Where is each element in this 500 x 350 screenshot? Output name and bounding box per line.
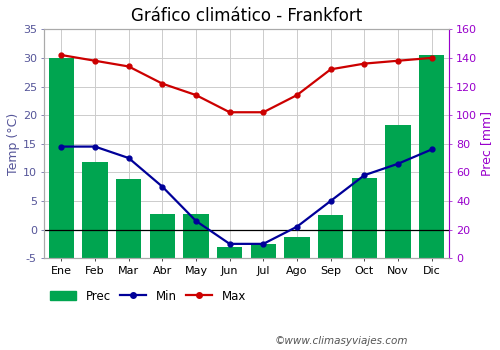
Bar: [352, 178, 377, 258]
Y-axis label: Prec [mm]: Prec [mm]: [480, 111, 493, 176]
Legend: Prec, Min, Max: Prec, Min, Max: [50, 289, 246, 303]
Bar: [419, 55, 444, 258]
Bar: [386, 125, 410, 258]
Y-axis label: Temp (°C): Temp (°C): [7, 113, 20, 175]
Bar: [116, 180, 141, 258]
Bar: [82, 162, 108, 258]
Bar: [250, 244, 276, 258]
Bar: [150, 214, 175, 258]
Bar: [184, 214, 208, 258]
Bar: [217, 247, 242, 258]
Bar: [284, 237, 310, 258]
Bar: [48, 58, 74, 258]
Text: ©www.climasyviajes.com: ©www.climasyviajes.com: [275, 336, 408, 346]
Title: Gráfico climático - Frankfort: Gráfico climático - Frankfort: [131, 7, 362, 25]
Bar: [318, 215, 344, 258]
